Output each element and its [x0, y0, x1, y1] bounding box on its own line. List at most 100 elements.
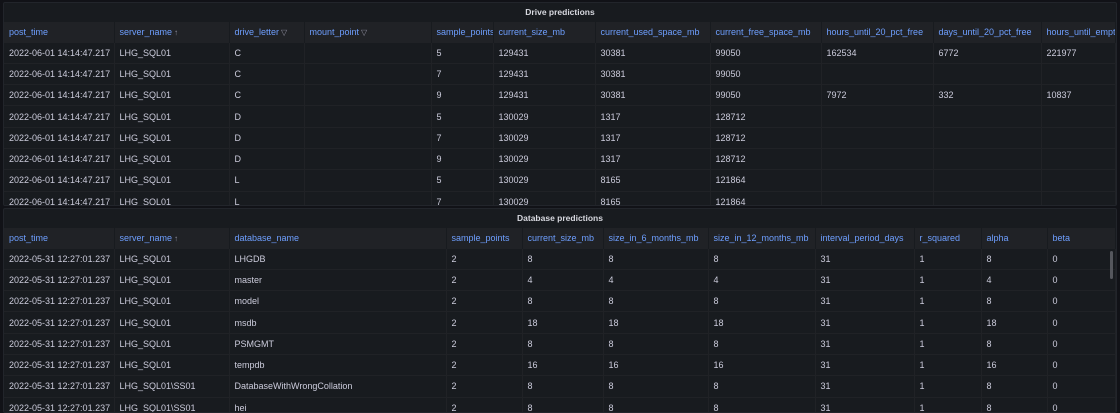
- column-header-post-time[interactable]: post_time: [4, 22, 115, 42]
- column-header-sample-points[interactable]: sample_points: [431, 22, 494, 42]
- filter-icon[interactable]: ▽: [361, 27, 368, 37]
- column-header-current-size-mb[interactable]: current_size_mb: [493, 22, 596, 42]
- column-header-label: days_until_20_pct_free: [938, 26, 1032, 37]
- table-cell-beta: 0: [1047, 375, 1116, 398]
- table-cell-days-until-20-pct-free: 332: [933, 84, 1042, 106]
- table-row: 2022-06-01 14:14:47.217 LHG_SQL01 C 9 129431…: [4, 84, 1116, 106]
- table-row: 2022-05-31 12:27:01.237 LHG_SQL01\SS01 Dat…: [4, 375, 1116, 398]
- table-cell-current-size-mb: 130029: [493, 169, 596, 192]
- table-cell-current-free-space-mb: 99050: [710, 62, 822, 85]
- table-cell-size-in-12-months-mb: 8: [708, 332, 816, 355]
- table-cell-mount-point: [304, 190, 432, 205]
- table-cell-current-size-mb: 8: [522, 332, 604, 355]
- table-cell-hours-until-empty: 221977: [1041, 41, 1116, 64]
- table-cell-alpha: 8: [981, 332, 1048, 355]
- table-cell-post-time: 2022-05-31 12:27:01.237: [4, 311, 115, 334]
- column-header-size-in-12-months-mb[interactable]: size_in_12_months_mb: [708, 228, 816, 248]
- column-header-current-free-space-mb[interactable]: current_free_space_mb: [710, 22, 822, 42]
- column-header-size-in-6-months-mb[interactable]: size_in_6_months_mb: [603, 228, 709, 248]
- table-cell-interval-period-days: 31: [815, 375, 915, 398]
- sort-asc-icon[interactable]: ↑: [174, 233, 179, 243]
- table-cell-days-until-20-pct-free: [933, 169, 1042, 192]
- column-header-hours-until-empty[interactable]: hours_until_empty: [1041, 22, 1116, 42]
- table-cell-post-time: 2022-05-31 12:27:01.237: [4, 353, 115, 376]
- table-cell-size-in-6-months-mb: 8: [603, 396, 709, 412]
- column-header-server-name[interactable]: server_name ↑: [114, 22, 230, 42]
- table-cell-alpha: 8: [981, 396, 1048, 412]
- table-cell-current-size-mb: 130029: [493, 126, 596, 149]
- table-cell-mount-point: [304, 62, 432, 85]
- column-header-alpha[interactable]: alpha: [981, 228, 1048, 248]
- table-cell-interval-period-days: 31: [815, 268, 915, 291]
- table-cell-post-time: 2022-05-31 12:27:01.237: [4, 375, 115, 398]
- table-cell-database-name: PSMGMT: [229, 332, 447, 355]
- column-header-drive-letter[interactable]: drive_letter ▽: [229, 22, 305, 42]
- table-cell-sample-points: 7: [431, 190, 494, 205]
- sort-asc-icon[interactable]: ↑: [174, 27, 179, 37]
- column-header-server-name[interactable]: server_name ↑: [114, 228, 230, 248]
- column-header-label: server_name: [119, 232, 173, 243]
- column-header-label: mount_point: [309, 26, 360, 37]
- table-cell-sample-points: 5: [431, 105, 494, 128]
- table-cell-drive-letter: L: [229, 190, 305, 205]
- panel-title: Database predictions: [517, 213, 603, 223]
- table-cell-post-time: 2022-05-31 12:27:01.237: [4, 396, 115, 412]
- table-cell-current-size-mb: 18: [522, 311, 604, 334]
- table-cell-interval-period-days: 31: [815, 247, 915, 270]
- table-cell-drive-letter: D: [229, 147, 305, 170]
- table-cell-size-in-6-months-mb: 16: [603, 353, 709, 376]
- table-cell-mount-point: [304, 169, 432, 192]
- table-cell-server-name: LHG_SQL01: [114, 311, 230, 334]
- table-row: 2022-06-01 14:14:47.217 LHG_SQL01 D 9 130029…: [4, 147, 1116, 170]
- table-cell-hours-until-empty: [1041, 62, 1116, 85]
- table-cell-current-size-mb: 130029: [493, 105, 596, 128]
- table-cell-drive-letter: D: [229, 126, 305, 149]
- table-cell-size-in-6-months-mb: 8: [603, 290, 709, 312]
- column-header-database-name[interactable]: database_name: [229, 228, 447, 248]
- column-header-hours-until-20-pct-free[interactable]: hours_until_20_pct_free: [821, 22, 934, 42]
- table-row: 2022-06-01 14:14:47.217 LHG_SQL01 L 5 130029…: [4, 169, 1116, 192]
- column-header-r-squared[interactable]: r_squared: [914, 228, 982, 248]
- table-cell-size-in-12-months-mb: 16: [708, 353, 816, 376]
- table-cell-current-size-mb: 130029: [493, 147, 596, 170]
- column-header-sample-points[interactable]: sample_points: [446, 228, 523, 248]
- column-header-days-until-20-pct-free[interactable]: days_until_20_pct_free: [933, 22, 1042, 42]
- table-row: 2022-06-01 14:14:47.217 LHG_SQL01 D 7 130029…: [4, 126, 1116, 149]
- table-cell-beta: 0: [1047, 396, 1116, 412]
- column-header-current-used-space-mb[interactable]: current_used_space_mb: [595, 22, 711, 42]
- table-cell-hours-until-20-pct-free: 7972: [821, 84, 934, 106]
- table-cell-current-size-mb: 8: [522, 290, 604, 312]
- table-cell-server-name: LHG_SQL01: [114, 190, 230, 205]
- table-cell-current-used-space-mb: 1317: [595, 126, 711, 149]
- table-cell-mount-point: [304, 147, 432, 170]
- table-cell-hours-until-20-pct-free: [821, 190, 934, 205]
- column-header-mount-point[interactable]: mount_point ▽: [304, 22, 432, 42]
- scrollbar[interactable]: [1110, 251, 1113, 279]
- table-cell-mount-point: [304, 41, 432, 64]
- table-cell-size-in-6-months-mb: 4: [603, 268, 709, 291]
- column-header-interval-period-days[interactable]: interval_period_days: [815, 228, 915, 248]
- table-cell-sample-points: 2: [446, 268, 523, 291]
- table-row: 2022-06-01 14:14:47.217 LHG_SQL01 C 5 129431…: [4, 41, 1116, 64]
- drive-predictions-table: post_time server_name ↑ drive_letter ▽ mount_…: [4, 22, 1116, 205]
- table-cell-r-squared: 1: [914, 290, 982, 312]
- column-header-post-time[interactable]: post_time: [4, 228, 115, 248]
- table-cell-alpha: 8: [981, 247, 1048, 270]
- table-cell-drive-letter: L: [229, 169, 305, 192]
- table-cell-alpha: 16: [981, 353, 1048, 376]
- table-cell-days-until-20-pct-free: [933, 147, 1042, 170]
- filter-icon[interactable]: ▽: [281, 27, 288, 37]
- table-cell-database-name: DatabaseWithWrongCollation: [229, 375, 447, 398]
- column-header-current-size-mb[interactable]: current_size_mb: [522, 228, 604, 248]
- table-cell-post-time: 2022-05-31 12:27:01.237: [4, 332, 115, 355]
- table-row: 2022-06-01 14:14:47.217 LHG_SQL01 C 7 129431…: [4, 62, 1116, 85]
- table-cell-hours-until-empty: [1041, 126, 1116, 149]
- table-cell-r-squared: 1: [914, 396, 982, 412]
- table-cell-size-in-6-months-mb: 8: [603, 332, 709, 355]
- table-cell-mount-point: [304, 84, 432, 106]
- table-cell-post-time: 2022-06-01 14:14:47.217: [4, 147, 115, 170]
- column-header-label: interval_period_days: [820, 232, 904, 243]
- table-cell-sample-points: 2: [446, 247, 523, 270]
- table-cell-size-in-12-months-mb: 8: [708, 290, 816, 312]
- column-header-beta[interactable]: beta: [1047, 228, 1116, 248]
